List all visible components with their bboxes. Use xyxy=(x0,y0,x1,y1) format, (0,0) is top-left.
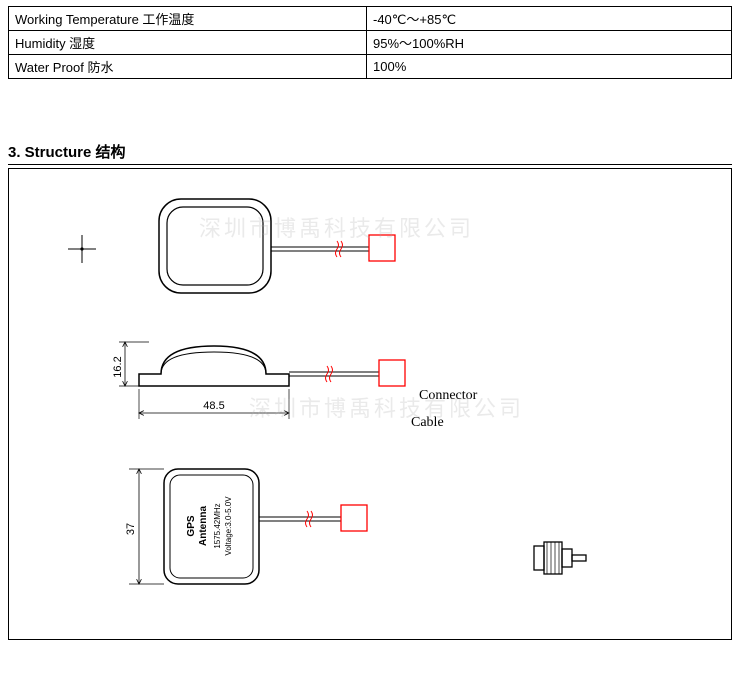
structure-diagram: 16.2 48.5 Connector Cable 37 xyxy=(8,168,732,640)
spec-label: Working Temperature 工作温度 xyxy=(9,7,367,31)
device-title: GPS xyxy=(186,515,197,536)
front-view: 37 GPS Antenna 1575.42MHz Voltage:3.0-5.… xyxy=(125,469,367,584)
side-view: 16.2 48.5 xyxy=(112,342,405,419)
dim-depth: 37 xyxy=(125,523,137,535)
device-freq: 1575.42MHz xyxy=(213,503,222,548)
table-row: Humidity 湿度 95%～100%RH xyxy=(9,31,732,55)
dim-width: 48.5 xyxy=(203,400,224,412)
connector-side-icon xyxy=(534,542,586,574)
table-row: Working Temperature 工作温度 -40℃～+85℃ xyxy=(9,7,732,31)
dim-height: 16.2 xyxy=(112,356,124,377)
connector-box xyxy=(379,360,405,386)
device-volt: Voltage:3.0-5.0V xyxy=(224,496,233,556)
top-view xyxy=(159,199,395,293)
spec-value: -40℃～+85℃ xyxy=(367,7,732,31)
diagram-svg: 16.2 48.5 Connector Cable 37 xyxy=(9,169,731,639)
spec-label: Humidity 湿度 xyxy=(9,31,367,55)
spec-table: Working Temperature 工作温度 -40℃～+85℃ Humid… xyxy=(8,6,732,79)
connector-label: Connector xyxy=(419,388,478,403)
connector-box xyxy=(341,505,367,531)
crosshair-icon xyxy=(68,235,96,263)
spec-value: 100% xyxy=(367,55,732,79)
device-sub: Antenna xyxy=(198,506,209,546)
spec-label: Water Proof 防水 xyxy=(9,55,367,79)
section-heading: 3. Structure 结构 xyxy=(8,141,732,165)
connector-box xyxy=(369,235,395,261)
table-row: Water Proof 防水 100% xyxy=(9,55,732,79)
cable-label: Cable xyxy=(411,415,444,430)
spec-value: 95%～100%RH xyxy=(367,31,732,55)
